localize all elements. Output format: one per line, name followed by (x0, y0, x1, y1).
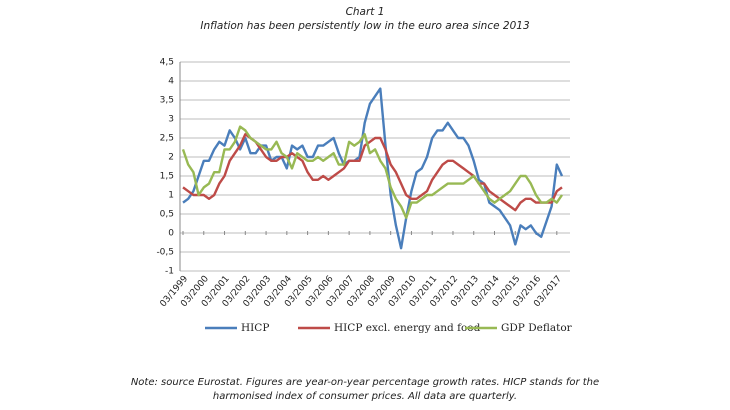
y-tick-label: 2 (168, 153, 174, 163)
line-series (181, 125, 563, 219)
legend-label: HICP excl. energy and food (334, 322, 481, 334)
y-tick-label: 0 (168, 229, 174, 239)
note: harmonised index of consumer prices. All… (213, 391, 517, 402)
y-tick-label: 3 (168, 115, 174, 125)
y-tick-label: 4 (168, 77, 174, 87)
y-tick-label: 1,5 (160, 172, 174, 182)
y-tick-label: -0,5 (156, 248, 174, 258)
y-tick-label: -1 (165, 267, 174, 277)
legend-label: GDP Deflator (501, 322, 573, 334)
line-series (182, 133, 563, 212)
y-tick-label: 3,5 (160, 96, 174, 106)
line-series (182, 87, 564, 250)
y-tick-label: 4,5 (160, 58, 174, 68)
chart-subtitle: Inflation has been persistently low in t… (200, 20, 529, 32)
y-tick-label: 0,5 (160, 210, 174, 220)
legend-label: HICP (241, 322, 269, 334)
y-tick-label: 2,5 (160, 134, 174, 144)
note: Note: source Eurostat. Figures are year-… (131, 377, 599, 388)
chart-title: Chart 1 (346, 6, 385, 18)
y-tick-label: 1 (168, 191, 174, 201)
